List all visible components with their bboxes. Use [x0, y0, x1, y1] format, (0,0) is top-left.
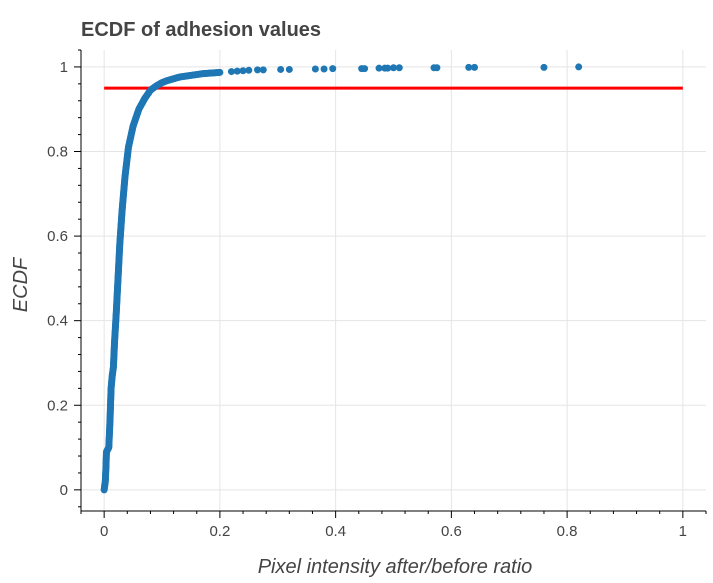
y-tick-label: 0	[60, 482, 68, 499]
data-point	[433, 64, 441, 72]
data-point	[245, 66, 253, 74]
data-point	[384, 64, 392, 72]
x-tick-label: 0.8	[557, 523, 578, 540]
data-point	[239, 67, 247, 75]
y-tick-label: 0.4	[47, 313, 68, 330]
data-point	[320, 65, 328, 73]
data-point	[361, 65, 369, 73]
data-point	[227, 68, 235, 76]
data-point	[390, 64, 397, 72]
data-point	[311, 65, 319, 73]
x-tick-label: 1	[679, 523, 687, 540]
data-point	[465, 63, 473, 71]
data-point	[395, 64, 403, 72]
y-tick-label: 0.8	[47, 144, 68, 161]
data-point	[254, 66, 262, 74]
data-point	[540, 63, 548, 71]
x-tick-label: 0.2	[209, 523, 230, 540]
data-point	[277, 65, 285, 73]
y-tick-label: 0.6	[47, 228, 68, 245]
y-tick-label: 1	[60, 59, 68, 76]
chart-title: ECDF of adhesion values	[81, 19, 321, 41]
data-point	[329, 65, 337, 73]
data-point	[259, 66, 267, 74]
points-layer	[100, 63, 583, 494]
grid-layer	[81, 50, 706, 511]
data-point	[233, 67, 241, 75]
data-point	[216, 68, 224, 76]
data-point	[375, 64, 383, 72]
x-tick-label: 0	[100, 523, 108, 540]
y-tick-label: 0.2	[47, 397, 68, 414]
data-point	[471, 63, 479, 71]
y-axis-label: ECDF	[10, 256, 32, 312]
x-tick-label: 0.4	[325, 523, 346, 540]
data-point	[285, 65, 293, 73]
axes-layer: 0 0.2 0.4 0.6 0.8 1 0 0.2 0.4 0.6 0.8 1	[47, 49, 707, 540]
x-tick-label: 0.6	[441, 523, 462, 540]
data-point	[575, 63, 583, 71]
x-axis-label: Pixel intensity after/before ratio	[258, 556, 533, 578]
